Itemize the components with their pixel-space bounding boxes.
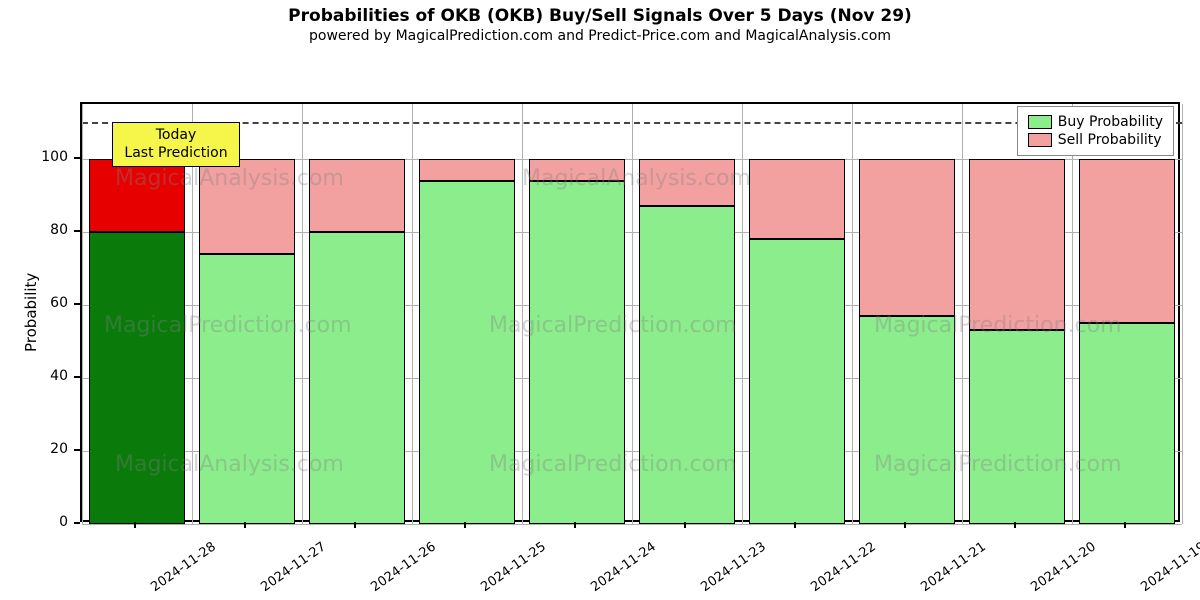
- ytick-mark: [74, 230, 80, 232]
- bar-sell: [859, 159, 956, 316]
- xtick-mark: [464, 522, 466, 528]
- gridline-v: [302, 104, 303, 524]
- gridline-v: [192, 104, 193, 524]
- bar-buy: [859, 316, 956, 524]
- bar-sell: [749, 159, 846, 239]
- ytick-label: 20: [0, 441, 68, 457]
- xtick-mark: [1124, 522, 1126, 528]
- bar-buy: [89, 232, 186, 524]
- xtick-mark: [1014, 522, 1016, 528]
- legend: Buy ProbabilitySell Probability: [1017, 106, 1174, 156]
- gridline-v: [522, 104, 523, 524]
- y-axis-label: Probability: [22, 273, 40, 352]
- annotation-line: Today: [123, 127, 229, 145]
- ytick-label: 60: [0, 295, 68, 311]
- xtick-label: 2024-11-21: [918, 539, 989, 595]
- today-annotation: TodayLast Prediction: [112, 122, 240, 167]
- xtick-label: 2024-11-26: [368, 539, 439, 595]
- bar-sell: [89, 159, 186, 232]
- xtick-mark: [134, 522, 136, 528]
- xtick-mark: [574, 522, 576, 528]
- gridline-v: [1072, 104, 1073, 524]
- xtick-label: 2024-11-27: [258, 539, 329, 595]
- xtick-mark: [244, 522, 246, 528]
- xtick-mark: [794, 522, 796, 528]
- xtick-mark: [684, 522, 686, 528]
- bar-buy: [309, 232, 406, 524]
- plot-area: TodayLast PredictionMagicalAnalysis.comM…: [80, 102, 1180, 522]
- legend-item: Sell Probability: [1028, 131, 1163, 149]
- bar-buy: [749, 239, 846, 524]
- gridline-v: [742, 104, 743, 524]
- bar-sell: [309, 159, 406, 232]
- xtick-mark: [904, 522, 906, 528]
- ytick-mark: [74, 449, 80, 451]
- gridline-v: [632, 104, 633, 524]
- ytick-mark: [74, 157, 80, 159]
- bar-buy: [1079, 323, 1176, 524]
- ytick-mark: [74, 303, 80, 305]
- bar-sell: [419, 159, 516, 181]
- xtick-label: 2024-11-24: [588, 539, 659, 595]
- legend-swatch: [1028, 133, 1052, 147]
- legend-item: Buy Probability: [1028, 113, 1163, 131]
- ytick-label: 40: [0, 368, 68, 384]
- bar-sell: [639, 159, 736, 206]
- ytick-mark: [74, 376, 80, 378]
- chart-subtitle: powered by MagicalPrediction.com and Pre…: [0, 26, 1200, 44]
- chart-titles: Probabilities of OKB (OKB) Buy/Sell Sign…: [0, 0, 1200, 44]
- xtick-label: 2024-11-25: [478, 539, 549, 595]
- gridline-v: [962, 104, 963, 524]
- gridline-v: [82, 104, 83, 524]
- ytick-label: 0: [0, 514, 68, 530]
- ytick-label: 100: [0, 149, 68, 165]
- gridline-v: [1182, 104, 1183, 524]
- legend-swatch: [1028, 115, 1052, 129]
- bar-buy: [969, 330, 1066, 524]
- gridline-h: [82, 524, 1182, 525]
- bar-sell: [529, 159, 626, 181]
- bar-buy: [199, 254, 296, 524]
- gridline-v: [852, 104, 853, 524]
- bar-buy: [529, 181, 626, 524]
- ytick-label: 80: [0, 222, 68, 238]
- bar-sell: [969, 159, 1066, 331]
- xtick-label: 2024-11-19: [1138, 539, 1200, 595]
- annotation-line: Last Prediction: [123, 145, 229, 163]
- xtick-label: 2024-11-28: [148, 539, 219, 595]
- bar-buy: [419, 181, 516, 524]
- xtick-label: 2024-11-20: [1028, 539, 1099, 595]
- xtick-label: 2024-11-22: [808, 539, 879, 595]
- bar-buy: [639, 206, 736, 524]
- legend-label: Buy Probability: [1058, 113, 1163, 131]
- chart-container: TodayLast PredictionMagicalAnalysis.comM…: [0, 44, 1200, 600]
- bar-sell: [199, 159, 296, 254]
- legend-label: Sell Probability: [1058, 131, 1162, 149]
- xtick-label: 2024-11-23: [698, 539, 769, 595]
- chart-title: Probabilities of OKB (OKB) Buy/Sell Sign…: [0, 0, 1200, 26]
- bar-sell: [1079, 159, 1176, 323]
- gridline-v: [412, 104, 413, 524]
- ytick-mark: [74, 522, 80, 524]
- xtick-mark: [354, 522, 356, 528]
